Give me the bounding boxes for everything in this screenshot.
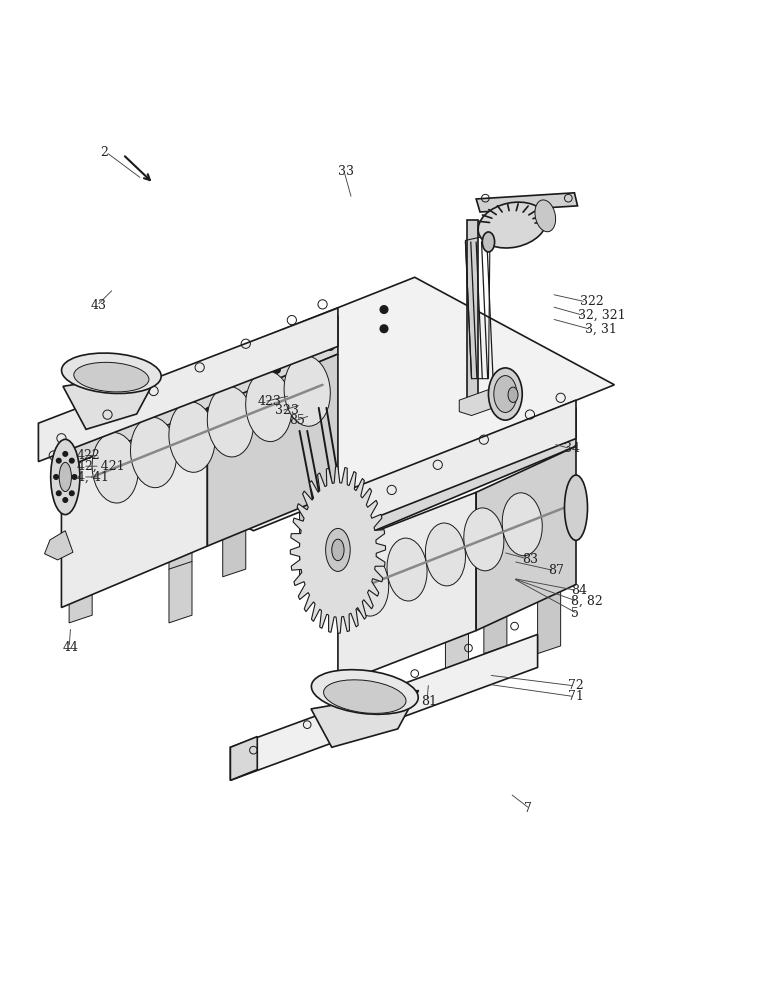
Ellipse shape [74,362,149,392]
Polygon shape [311,690,419,747]
Polygon shape [538,492,561,654]
Ellipse shape [284,356,330,426]
Ellipse shape [169,402,215,472]
Polygon shape [346,538,369,700]
Ellipse shape [326,528,350,571]
Text: 8, 82: 8, 82 [571,595,603,608]
Text: 42, 421: 42, 421 [77,460,124,473]
Ellipse shape [207,386,253,457]
Polygon shape [459,386,511,416]
Polygon shape [38,308,338,462]
Text: 422: 422 [77,449,101,462]
Text: 34: 34 [564,442,581,455]
Circle shape [69,458,74,463]
Polygon shape [230,737,257,780]
Ellipse shape [59,462,71,492]
Polygon shape [46,277,614,531]
Text: 71: 71 [568,690,584,703]
Text: 3, 31: 3, 31 [585,323,617,336]
Text: 2: 2 [100,146,108,159]
Text: 32, 321: 32, 321 [578,309,626,322]
Ellipse shape [51,439,80,515]
Ellipse shape [494,376,517,412]
Ellipse shape [425,523,465,586]
Text: 33: 33 [338,165,354,178]
Polygon shape [230,634,538,780]
Ellipse shape [535,200,555,232]
Polygon shape [467,220,478,412]
Circle shape [54,475,58,479]
Circle shape [57,491,61,496]
Polygon shape [332,485,339,554]
Circle shape [69,491,74,496]
Ellipse shape [387,538,427,601]
Ellipse shape [311,670,419,714]
Polygon shape [476,193,578,212]
Circle shape [380,325,388,333]
Polygon shape [445,538,468,700]
Text: 323: 323 [275,404,299,417]
Polygon shape [61,316,338,469]
Text: 423: 423 [258,395,282,408]
Polygon shape [323,400,576,538]
Text: 5: 5 [571,607,579,620]
Ellipse shape [323,680,406,713]
Polygon shape [169,462,192,623]
Circle shape [326,343,334,350]
Circle shape [72,475,77,479]
Text: 4, 41: 4, 41 [77,470,109,483]
Polygon shape [476,446,576,631]
Text: 44: 44 [63,641,79,654]
Polygon shape [290,467,386,633]
Text: 83: 83 [522,553,538,566]
Text: 85: 85 [289,414,305,427]
Ellipse shape [92,432,138,503]
Text: 43: 43 [91,299,107,312]
Polygon shape [69,462,92,623]
Ellipse shape [502,493,542,556]
Polygon shape [484,492,507,654]
Text: 84: 84 [571,584,588,597]
Polygon shape [300,416,323,577]
Ellipse shape [61,353,161,394]
Circle shape [380,306,388,313]
Text: 322: 322 [580,295,604,308]
Polygon shape [207,354,338,546]
Polygon shape [223,416,246,577]
Text: 7: 7 [524,802,531,815]
Circle shape [63,498,68,502]
Circle shape [326,323,334,330]
Ellipse shape [332,539,344,561]
Circle shape [273,346,280,354]
Text: 87: 87 [548,564,564,577]
Ellipse shape [246,371,292,442]
Circle shape [57,458,61,463]
Ellipse shape [464,508,504,571]
Polygon shape [45,531,73,560]
Ellipse shape [482,232,495,252]
Polygon shape [61,408,207,608]
Ellipse shape [131,417,177,488]
Polygon shape [338,492,476,684]
Ellipse shape [478,202,546,248]
Text: 81: 81 [421,695,437,708]
Circle shape [63,452,68,456]
Circle shape [273,366,280,373]
Ellipse shape [488,368,522,420]
Text: 72: 72 [568,679,584,692]
Ellipse shape [349,553,389,616]
Ellipse shape [564,475,588,540]
Ellipse shape [508,387,518,402]
Polygon shape [63,371,160,429]
Polygon shape [338,408,576,546]
